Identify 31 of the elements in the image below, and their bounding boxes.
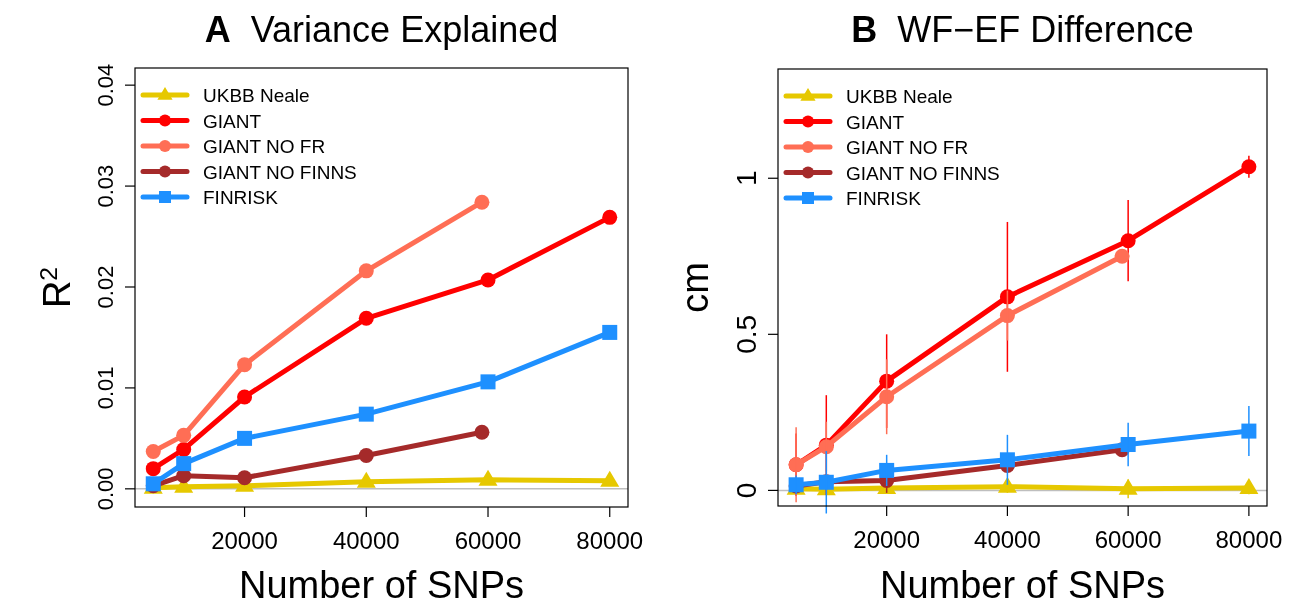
legend-label: GIANT bbox=[203, 110, 262, 132]
legend-label: FINRISK bbox=[846, 188, 922, 209]
legend-label: GIANT NO FR bbox=[846, 137, 969, 158]
x-tick-label: 60000 bbox=[454, 527, 522, 554]
x-axis-title: Number of SNPs bbox=[238, 564, 525, 606]
x-tick-label: 80000 bbox=[1215, 526, 1283, 553]
x-tick-label: 40000 bbox=[974, 526, 1041, 553]
x-axis-title: Number of SNPs bbox=[879, 564, 1166, 606]
x-tick-label: 40000 bbox=[332, 527, 400, 554]
x-tick-label: 20000 bbox=[211, 527, 278, 554]
x-tick-label: 60000 bbox=[1094, 526, 1162, 553]
chart-title: A Variance Explained bbox=[204, 9, 559, 50]
y-tick-label: 0.5 bbox=[731, 314, 762, 354]
legend-label: GIANT NO FINNS bbox=[203, 161, 357, 183]
y-tick-label: 0.02 bbox=[93, 265, 118, 309]
y-tick-label: 1 bbox=[731, 170, 762, 187]
y-tick-label: 0.04 bbox=[93, 63, 118, 107]
y-tick-label: 0.03 bbox=[93, 164, 118, 208]
legend-label: GIANT bbox=[846, 111, 905, 133]
x-tick-label: 20000 bbox=[853, 526, 921, 553]
y-tick-label: 0.01 bbox=[93, 366, 118, 410]
legend-label: GIANT NO FR bbox=[203, 136, 326, 157]
legend-label: UKBB Neale bbox=[203, 85, 310, 106]
legend-label: UKBB Neale bbox=[846, 86, 953, 107]
y-axis-title: cm bbox=[674, 262, 716, 313]
x-tick-label: 80000 bbox=[576, 527, 644, 554]
y-tick-label: 0 bbox=[731, 482, 762, 499]
y-tick-label: 0.00 bbox=[93, 467, 118, 511]
legend-label: GIANT NO FINNS bbox=[846, 162, 1000, 184]
legend-label: FINRISK bbox=[203, 187, 279, 208]
chart-title: B WF−EF Difference bbox=[851, 9, 1194, 50]
